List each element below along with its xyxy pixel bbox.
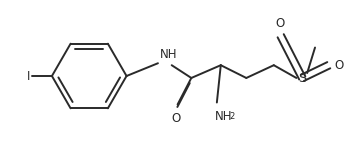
Text: I: I	[27, 69, 30, 83]
Text: O: O	[275, 17, 284, 30]
Text: 2: 2	[230, 112, 235, 121]
Text: NH: NH	[215, 110, 232, 123]
Text: NH: NH	[160, 48, 177, 61]
Text: S: S	[298, 73, 307, 85]
Text: O: O	[171, 112, 180, 125]
Text: O: O	[335, 59, 344, 72]
